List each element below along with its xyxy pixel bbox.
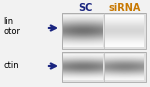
Text: lin: lin (3, 17, 13, 27)
Text: otor: otor (3, 27, 20, 35)
Text: siRNA: siRNA (109, 3, 141, 13)
Text: SC: SC (78, 3, 92, 13)
Bar (62, 13, 146, 49)
Bar (62, 52, 146, 82)
Text: ctin: ctin (3, 62, 19, 70)
